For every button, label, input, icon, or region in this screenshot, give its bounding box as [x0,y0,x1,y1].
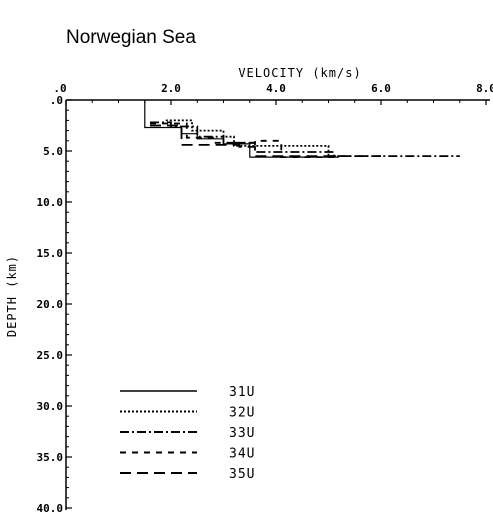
x-tick-label: 6.0 [371,82,391,95]
y-tick-label: .0 [50,94,63,107]
y-tick-label: 25.0 [37,349,64,362]
legend: 31U 32U 33U 34U 35U [120,385,255,482]
y-tick-label: 35.0 [37,451,64,464]
legend-label: 34U [229,447,255,462]
y-tick-label: 30.0 [37,400,64,413]
y-tick-label: 5.0 [43,145,63,158]
series-line-34u [150,122,339,158]
x-axis-label: VELOCITY (km/s) [238,66,361,80]
y-tick-label: 10.0 [37,196,64,209]
y-tick-label: 20.0 [37,298,64,311]
chart-title: Norwegian Sea [66,27,196,48]
x-tick-label: 8.0 [476,82,493,95]
legend-label: 32U [229,406,255,421]
y-ticks: .0 5.0 10.0 15.0 20.0 25.0 30.0 35.0 40.0 [37,94,72,512]
y-tick-label: 40.0 [37,502,64,512]
series-line-32u [165,119,339,157]
y-tick-label: 15.0 [37,247,64,260]
legend-label: 33U [229,426,255,441]
x-tick-label: 2.0 [161,82,181,95]
series-line-31u [144,100,339,158]
x-tick-label: 4.0 [266,82,286,95]
y-axis-label: DEPTH (km) [5,255,19,337]
series-line-33u [150,121,460,157]
legend-label: 31U [229,385,255,400]
x-tick-label: .0 [53,82,66,95]
data-series [144,100,460,158]
series-line-35u [150,124,381,157]
legend-label: 35U [229,467,255,482]
x-ticks: .0 2.0 4.0 6.0 8.0 [53,82,493,105]
